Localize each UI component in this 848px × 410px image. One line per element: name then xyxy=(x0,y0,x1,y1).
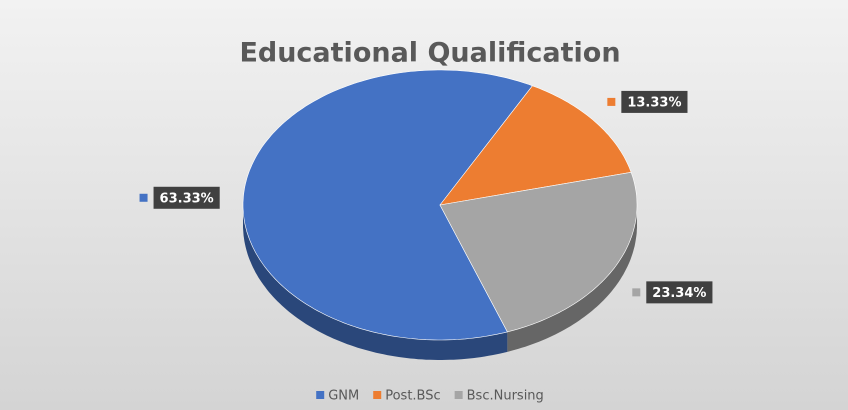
data-label-box xyxy=(646,281,713,304)
chart-title: Educational Qualification xyxy=(239,38,620,69)
data-label-key xyxy=(632,288,641,297)
slice-side xyxy=(507,205,637,352)
legend-label: Bsc.Nursing xyxy=(467,389,544,404)
data-label-box xyxy=(153,186,220,209)
legend-swatch xyxy=(373,391,382,399)
slice xyxy=(439,171,638,333)
legend-swatch xyxy=(316,391,325,399)
legend: GNM Post.BSc Bsc.Nursing xyxy=(316,389,544,404)
data-label-box xyxy=(621,90,688,113)
data-label: 23.34% xyxy=(632,281,713,304)
legend-swatch xyxy=(454,391,463,399)
data-label-text: 13.33% xyxy=(627,95,681,110)
slice xyxy=(439,85,632,206)
data-label-key xyxy=(607,97,616,106)
slice xyxy=(242,69,533,341)
data-label: 13.33% xyxy=(607,90,688,113)
data-label-text: 23.34% xyxy=(652,286,706,301)
data-label-text: 63.33% xyxy=(160,191,214,206)
slice-side xyxy=(243,205,508,360)
legend-label: GNM xyxy=(328,389,359,404)
data-label: 63.33% xyxy=(139,186,220,209)
legend-label: Post.BSc xyxy=(385,389,440,404)
data-label-key xyxy=(139,193,148,202)
